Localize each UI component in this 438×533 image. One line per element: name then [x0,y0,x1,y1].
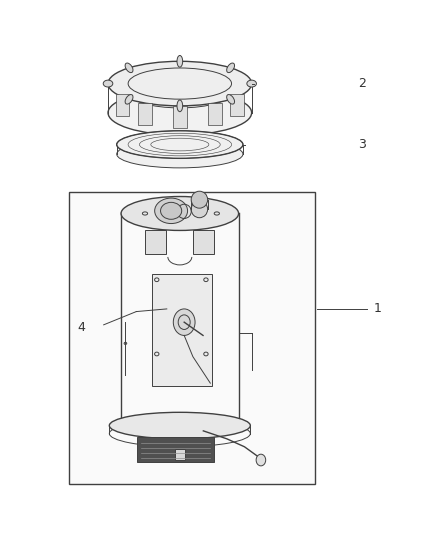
FancyBboxPatch shape [138,103,152,125]
Ellipse shape [191,201,208,217]
Ellipse shape [125,94,133,104]
Ellipse shape [108,61,252,106]
Ellipse shape [121,197,239,230]
Text: 3: 3 [358,138,366,151]
FancyBboxPatch shape [116,94,130,116]
Ellipse shape [161,203,182,219]
Bar [152,274,212,386]
Ellipse shape [108,91,252,135]
Text: 2: 2 [358,77,366,90]
Ellipse shape [227,94,234,104]
Ellipse shape [110,413,251,439]
Bar [145,230,166,254]
Ellipse shape [103,80,113,87]
Bar [69,192,315,484]
Ellipse shape [117,131,243,158]
Text: 1: 1 [374,302,381,316]
Ellipse shape [125,63,133,72]
Circle shape [173,309,195,335]
Ellipse shape [155,198,187,223]
Bar [193,230,214,254]
Ellipse shape [191,191,208,208]
Ellipse shape [247,80,256,87]
Bar [138,437,214,462]
Ellipse shape [177,100,183,112]
Circle shape [256,454,266,466]
FancyBboxPatch shape [230,94,244,116]
Ellipse shape [117,140,243,168]
Ellipse shape [227,63,234,72]
FancyBboxPatch shape [208,103,222,125]
FancyBboxPatch shape [173,106,187,128]
Bar [175,449,185,460]
Ellipse shape [177,55,183,67]
Text: 4: 4 [78,321,85,334]
Ellipse shape [128,77,232,108]
